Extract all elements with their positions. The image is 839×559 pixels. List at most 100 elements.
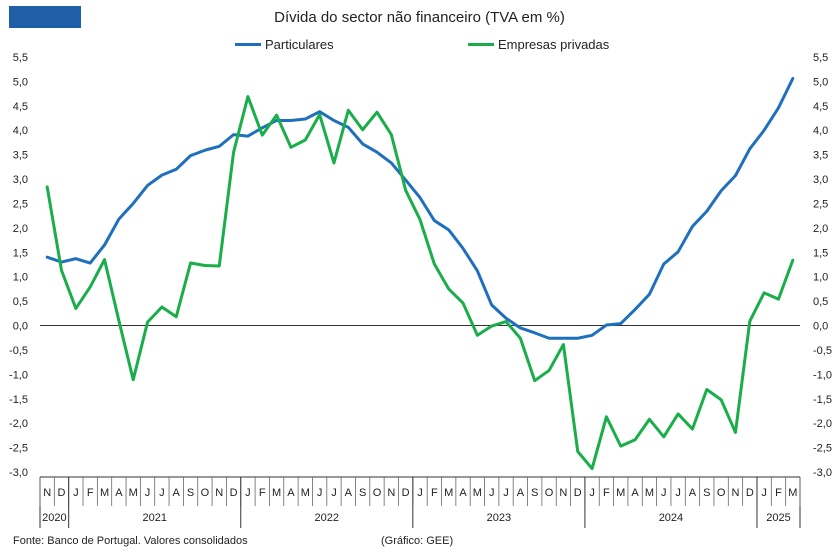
legend-empresas: Empresas privadas [468,37,609,52]
x-tick-label: D [58,487,66,499]
x-tick-label: S [703,487,710,499]
y-tick-label-left: 1,0 [13,272,28,284]
series-line-particulares [45,76,795,340]
y-tick-label-right: -3,0 [813,467,832,479]
x-tick-label: F [431,487,438,499]
x-tick-label: A [115,487,123,499]
x-tick-label: J [661,487,667,499]
year-label: 2025 [766,512,790,524]
x-tick-label: S [359,487,366,499]
y-tick-label-left: -1,5 [9,394,28,406]
year-label: 2021 [142,512,166,524]
x-tick-label: M [788,487,797,499]
x-tick-label: N [731,487,739,499]
x-tick-label: M [444,487,453,499]
x-tick-label: O [545,487,554,499]
x-tick-label: S [187,487,194,499]
x-tick-label: O [373,487,382,499]
y-tick-label-right: 5,0 [813,76,828,88]
x-tick-label: J [589,487,595,499]
x-tick-label: J [159,487,165,499]
legend-particulares: Particulares [235,37,334,52]
y-tick-label-left: 0,0 [13,321,28,333]
y-tick-label-right: 5,5 [813,52,828,64]
y-tick-label-left: 5,5 [13,52,28,64]
y-tick-label-right: -2,0 [813,418,832,430]
y-tick-label-right: 3,0 [813,174,828,186]
x-tick-label: J [331,487,337,499]
x-tick-label: F [87,487,94,499]
y-tick-label-left: 3,0 [13,174,28,186]
x-tick-label: M [100,487,109,499]
x-tick-label: N [215,487,223,499]
line-chart: -3,0 -3,0 -2,5 -2,5 -2,0 -2,0 -1,5 -1,5 -1,0 -1,0… [9,52,832,528]
y-tick-label-right: 3,5 [813,150,828,162]
x-tick-label: M [301,487,310,499]
x-tick-label: N [559,487,567,499]
series-line-empresas [45,95,795,471]
year-label: 2022 [315,512,339,524]
logo-block-1 [9,6,33,28]
x-tick-label: O [717,487,726,499]
y-tick-label-left: -2,5 [9,443,28,455]
x-tick-label: O [201,487,210,499]
y-tick-label-right: 2,5 [813,198,828,210]
y-tick-label-right: 1,5 [813,247,828,259]
x-tick-label: J [317,487,323,499]
year-label: 2020 [42,512,66,524]
y-tick-label-left: 0,5 [13,296,28,308]
x-tick-label: A [173,487,181,499]
y-tick-label-right: 2,0 [813,223,828,235]
x-tick-label: D [230,487,238,499]
x-tick-label: A [345,487,353,499]
x-tick-label: M [616,487,625,499]
x-tick-label: D [746,487,754,499]
legend-swatch-empresas [468,43,494,46]
y-tick-label-right: -0,5 [813,345,832,357]
x-tick-label: J [761,487,767,499]
logo-block-3 [57,6,81,28]
y-tick-label-right: 0,5 [813,296,828,308]
x-tick-label: M [473,487,482,499]
y-tick-label-right: -1,0 [813,369,832,381]
x-tick-label: J [417,487,423,499]
x-tick-label: J [675,487,681,499]
year-label: 2023 [487,512,511,524]
x-tick-label: S [531,487,538,499]
y-tick-label-left: -1,0 [9,369,28,381]
x-tick-label: M [272,487,281,499]
y-tick-label-right: 0,0 [813,321,828,333]
x-tick-label: J [245,487,251,499]
y-tick-label-left: 4,5 [13,101,28,113]
y-tick-label-left: -0,5 [9,345,28,357]
y-tick-label-left: 2,5 [13,198,28,210]
x-tick-label: N [387,487,395,499]
x-tick-label: N [43,487,51,499]
x-tick-label: A [689,487,697,499]
x-tick-label: F [259,487,266,499]
x-tick-label: J [145,487,151,499]
y-tick-label-left: 5,0 [13,76,28,88]
x-tick-label: M [645,487,654,499]
x-tick-label: J [73,487,79,499]
year-label: 2024 [659,512,683,524]
x-tick-label: D [574,487,582,499]
y-tick-label-left: 3,5 [13,150,28,162]
chart-title: Dívida do sector não financeiro (TVA em … [274,9,565,26]
x-tick-label: J [489,487,495,499]
y-tick-label-right: 4,5 [813,101,828,113]
x-tick-label: M [129,487,138,499]
legend-label-particulares: Particulares [265,37,334,52]
y-tick-label-left: -3,0 [9,467,28,479]
credit-note: (Gráfico: GEE) [381,535,454,547]
y-tick-label-left: 4,0 [13,125,28,137]
y-tick-label-right: 4,0 [813,125,828,137]
y-tick-label-left: -2,0 [9,418,28,430]
x-tick-label: J [503,487,509,499]
x-tick-label: A [631,487,639,499]
x-tick-label: A [287,487,295,499]
x-tick-label: A [459,487,467,499]
x-tick-label: F [603,487,610,499]
x-tick-label: A [517,487,525,499]
legend-swatch-particulares [235,43,261,46]
